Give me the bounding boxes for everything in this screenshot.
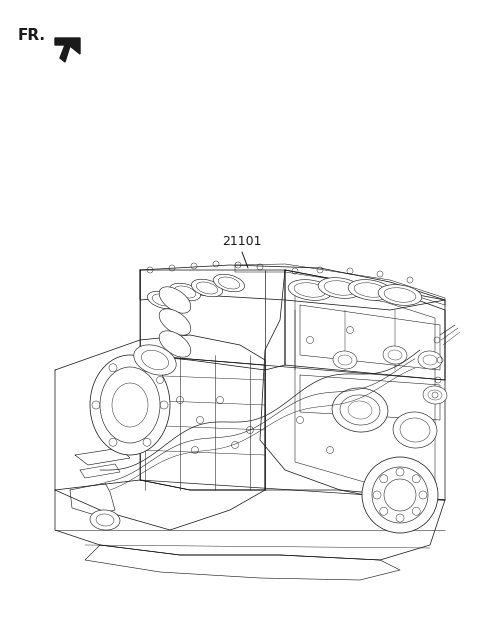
Polygon shape [75,448,130,465]
Ellipse shape [192,279,223,297]
Ellipse shape [90,355,170,455]
Ellipse shape [378,285,422,305]
Ellipse shape [159,331,191,357]
Ellipse shape [169,283,201,301]
Polygon shape [140,355,265,490]
Polygon shape [285,270,445,380]
Polygon shape [55,335,265,530]
Ellipse shape [90,510,120,530]
Ellipse shape [348,280,392,300]
Polygon shape [300,305,440,370]
Polygon shape [295,285,435,490]
Polygon shape [80,464,120,478]
Text: FR.: FR. [18,28,46,43]
Polygon shape [55,480,445,560]
Ellipse shape [147,291,179,309]
Polygon shape [235,264,445,305]
Polygon shape [70,483,115,515]
Circle shape [372,467,428,523]
Polygon shape [260,270,445,500]
Ellipse shape [423,386,447,404]
Ellipse shape [383,346,407,364]
Ellipse shape [134,345,176,375]
Ellipse shape [288,280,332,300]
Polygon shape [300,375,440,420]
Polygon shape [140,270,285,370]
Text: 21101: 21101 [222,235,262,248]
Ellipse shape [159,309,191,335]
Ellipse shape [332,388,388,432]
Ellipse shape [418,351,442,369]
Polygon shape [140,265,445,310]
Ellipse shape [333,351,357,369]
Ellipse shape [393,412,437,448]
Polygon shape [55,38,80,62]
Ellipse shape [159,287,191,313]
Ellipse shape [340,395,380,425]
Ellipse shape [214,274,245,292]
Circle shape [362,457,438,533]
Ellipse shape [100,367,160,443]
Polygon shape [85,545,400,580]
Ellipse shape [318,277,362,299]
